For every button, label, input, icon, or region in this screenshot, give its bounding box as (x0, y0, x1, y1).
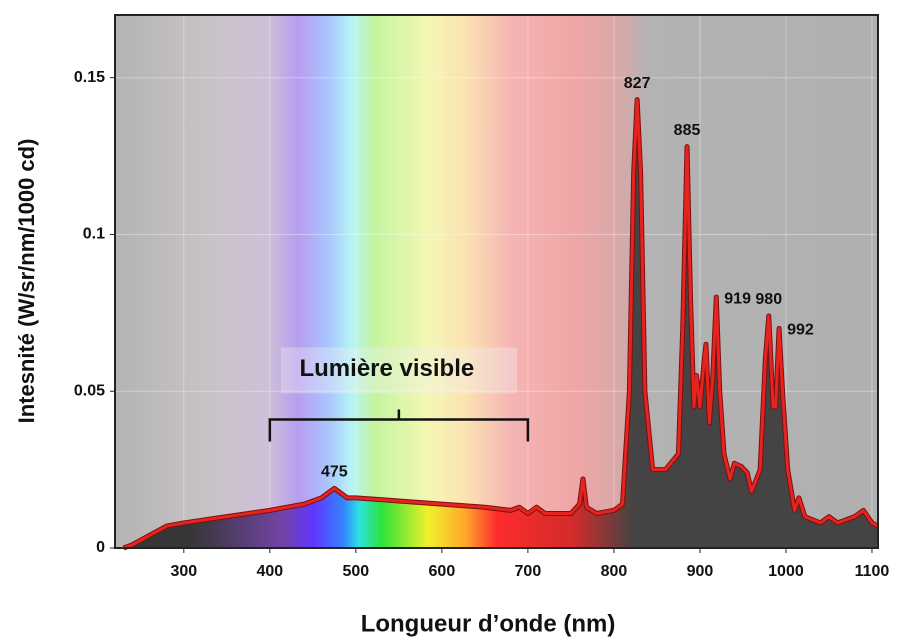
visible-label: Lumière visible (299, 355, 474, 382)
line (123, 98, 879, 550)
area-fill (123, 99, 878, 548)
peak-label: 992 (787, 322, 814, 339)
peak-label: 885 (674, 122, 701, 139)
x-tick-label: 800 (601, 563, 628, 580)
x-tick-label: 400 (256, 563, 283, 580)
y-tick-label: 0.15 (74, 69, 105, 86)
peak-label: 919 (724, 290, 751, 307)
y-tick-label: 0 (96, 539, 105, 556)
plot-frame (114, 14, 879, 549)
x-tick-label: 1100 (855, 563, 890, 580)
plot-background (115, 15, 878, 548)
peak-label: 980 (755, 291, 782, 308)
peak-label: 827 (624, 75, 651, 92)
y-tick-label: 0.05 (74, 382, 105, 399)
x-tick-label: 500 (343, 563, 370, 580)
x-axis-label: Longueur d’onde (nm) (361, 610, 616, 637)
x-tick-label: 900 (687, 563, 714, 580)
visible-label-box (280, 347, 517, 394)
y-tick-label: 0.1 (83, 226, 105, 243)
x-tick-label: 300 (170, 563, 197, 580)
peak-label: 475 (321, 464, 348, 481)
x-tick-label: 700 (515, 563, 542, 580)
x-tick-label: 1000 (768, 563, 804, 580)
x-tick-label: 600 (429, 563, 456, 580)
y-axis-label: Intesnité (W/sr/nm/1000 cd) (14, 139, 39, 424)
visible-bracket (268, 409, 530, 442)
